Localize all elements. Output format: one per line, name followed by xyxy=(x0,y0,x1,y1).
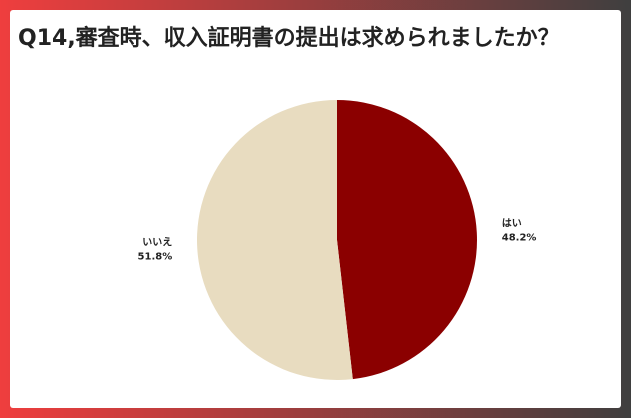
value-label: 48.2% xyxy=(502,233,537,244)
slice-label: いいえ xyxy=(142,236,172,248)
slice-label: はい xyxy=(502,218,522,230)
value-label: 51.8% xyxy=(138,251,173,262)
chart-title: Q14,審査時、収入証明書の提出は求められましたか？ xyxy=(18,26,560,51)
pie-slice xyxy=(197,100,353,380)
pie-slice xyxy=(337,100,478,380)
